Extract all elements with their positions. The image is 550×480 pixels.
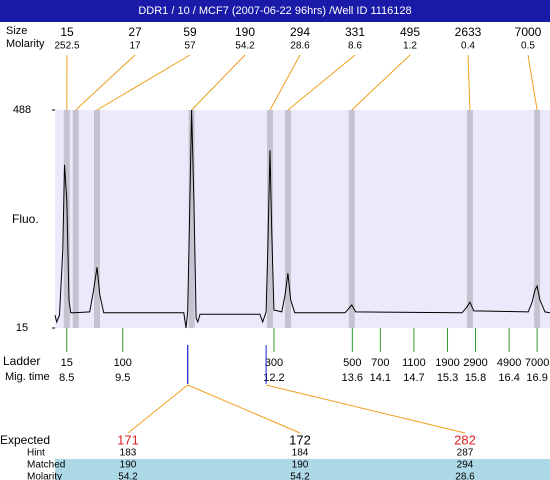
peak-band	[267, 110, 274, 328]
peak-band	[284, 110, 291, 328]
peak-connector	[191, 54, 246, 111]
peak-size: 15	[60, 25, 74, 39]
row-label: Hint	[27, 448, 45, 459]
ladder-size: 7000	[525, 357, 549, 369]
matched-band	[55, 459, 550, 480]
ladder-time: 8.5	[59, 372, 74, 384]
peak-band	[534, 110, 541, 328]
trace	[54, 109, 550, 329]
cell-molarity: 54.2	[118, 472, 138, 480]
cell-expected: 282	[454, 432, 476, 447]
row-label: Expected	[0, 433, 50, 447]
row-label: Matched	[27, 460, 65, 471]
ladder-time: 15.3	[437, 372, 458, 384]
peak-connector	[287, 54, 356, 111]
peak-molarity: 28.6	[290, 41, 310, 52]
cell-hint: 183	[120, 448, 137, 459]
plot-area	[55, 110, 550, 328]
ladder-time: 14.1	[370, 372, 391, 384]
peak-connector	[351, 54, 411, 111]
ladder-time: 16.4	[498, 372, 519, 384]
peak-molarity: 54.2	[235, 41, 255, 52]
peak-molarity: 0.5	[521, 41, 535, 52]
peak-band	[466, 110, 473, 328]
ladder-size: 1100	[402, 357, 426, 369]
peak-size: 190	[235, 25, 255, 39]
peak-band	[188, 110, 195, 328]
ladder-size: 500	[343, 357, 361, 369]
match-connector	[265, 384, 466, 434]
y-tick-label: 15	[16, 322, 28, 334]
ladder-time: 16.9	[526, 372, 547, 384]
cell-matched: 294	[457, 460, 474, 471]
cell-expected: 172	[289, 432, 311, 447]
peak-connector	[527, 54, 538, 111]
peak-molarity: 17	[129, 41, 141, 52]
peak-band	[93, 110, 100, 328]
peak-molarity: 252.5	[54, 41, 79, 52]
peaks-size-label: Size	[6, 25, 27, 37]
peak-connector	[96, 54, 191, 111]
ladder-size: 2900	[463, 357, 487, 369]
cell-matched: 190	[120, 460, 137, 471]
peak-size: 2633	[455, 25, 482, 39]
peak-molarity: 0.4	[461, 41, 475, 52]
peak-molarity: 1.2	[403, 41, 417, 52]
y-tick-label: 488	[13, 104, 31, 116]
ladder-size: 300	[265, 357, 283, 369]
peak-size: 59	[183, 25, 197, 39]
ladder-time: 13.6	[342, 372, 363, 384]
title-bar	[0, 0, 550, 22]
match-connector	[127, 384, 189, 434]
ladder-label: Ladder	[3, 354, 40, 368]
peak-size: 331	[345, 25, 365, 39]
ladder-size: 15	[61, 357, 73, 369]
peak-connector	[269, 54, 301, 111]
row-label: Molarity	[27, 472, 62, 480]
mig-time-label: Mig. time	[5, 371, 50, 383]
peak-size: 7000	[515, 25, 542, 39]
peak-molarity: 57	[184, 41, 196, 52]
peak-band	[348, 110, 355, 328]
ladder-time: 12.2	[263, 372, 284, 384]
ladder-size: 700	[371, 357, 389, 369]
cell-expected: 171	[117, 432, 139, 447]
cell-molarity: 54.2	[290, 472, 310, 480]
chart-title: DDR1 / 10 / MCF7 (2007-06-22 96hrs) /Wel…	[138, 5, 411, 17]
cell-hint: 287	[457, 448, 474, 459]
peak-molarity: 8.6	[348, 41, 362, 52]
peak-size: 294	[290, 25, 310, 39]
peak-connector	[75, 54, 136, 111]
peak-band	[72, 110, 79, 328]
peak-size: 495	[400, 25, 420, 39]
match-connector	[187, 384, 301, 434]
ladder-size: 4900	[497, 357, 521, 369]
cell-molarity: 28.6	[455, 472, 475, 480]
peak-size: 27	[128, 25, 142, 39]
ladder-time: 15.8	[465, 372, 486, 384]
cell-hint: 184	[292, 448, 309, 459]
ladder-size: 100	[114, 357, 132, 369]
peaks-molarity-label: Molarity	[6, 38, 45, 50]
ladder-time: 9.5	[115, 372, 130, 384]
ladder-time: 14.7	[403, 372, 424, 384]
peak-connector	[467, 54, 471, 111]
y-axis-label: Fluo.	[12, 212, 39, 226]
cell-matched: 190	[292, 460, 309, 471]
ladder-size: 1900	[435, 357, 459, 369]
